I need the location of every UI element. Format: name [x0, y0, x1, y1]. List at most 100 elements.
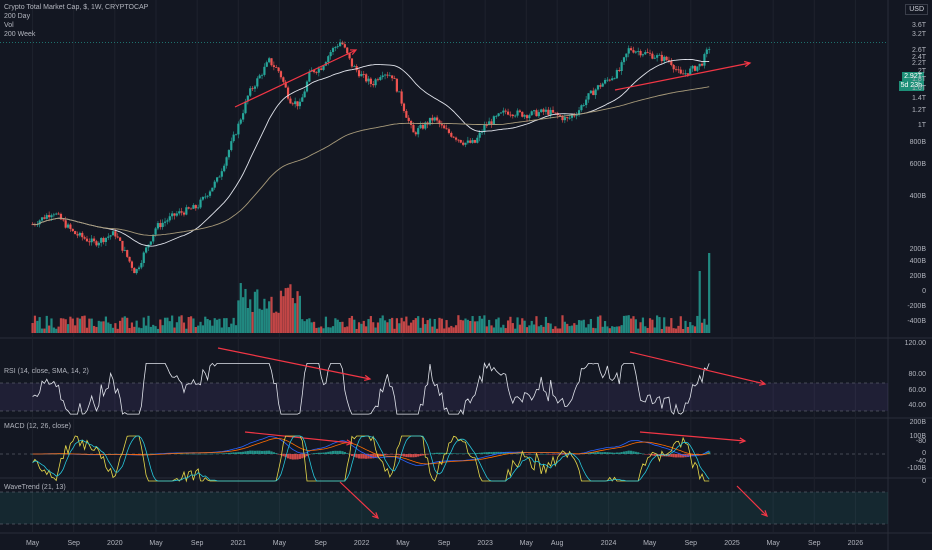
- volume-bar: [38, 317, 41, 333]
- volume-bar: [570, 325, 574, 333]
- macd-hist-bar: [660, 454, 663, 457]
- volume-bar: [331, 326, 335, 333]
- volume-bar: [686, 326, 689, 333]
- macd-hist-bar: [303, 454, 306, 458]
- volume-bar: [201, 325, 205, 333]
- candle-body: [599, 85, 602, 87]
- price-axis-label: 2.4T: [911, 53, 926, 61]
- volume-bar: [653, 327, 656, 333]
- time-axis-label: Sep: [808, 540, 821, 547]
- candle-body: [123, 250, 126, 251]
- macd-hist-bar: [189, 453, 193, 455]
- volume-bar: [90, 318, 93, 333]
- candle-body: [561, 116, 564, 121]
- last-price-tag: 2.92T: [902, 72, 924, 82]
- macd-hist-bar: [525, 454, 529, 455]
- volume-bar: [462, 320, 465, 333]
- volume-bar: [502, 324, 505, 333]
- macd-hist-bar: [471, 453, 474, 454]
- candle-body: [239, 119, 242, 124]
- volume-bar: [50, 318, 53, 333]
- candle-body: [159, 223, 162, 228]
- candle-body: [220, 171, 223, 177]
- volume-bar: [483, 315, 486, 333]
- volume-bar: [253, 291, 257, 333]
- macd-hist-bar: [178, 453, 181, 455]
- volume-bar: [237, 300, 240, 333]
- wavetrend-axis-label: -80: [915, 438, 926, 445]
- candle-body: [156, 223, 160, 229]
- volume-bar: [189, 316, 193, 333]
- macd-hist-bar: [296, 454, 299, 460]
- candle-body: [78, 232, 81, 236]
- candle-body: [189, 208, 193, 210]
- volume-bar: [161, 325, 164, 333]
- candle-body: [175, 213, 178, 216]
- macd-hist-bar: [182, 453, 186, 455]
- macd-hist-bar: [208, 453, 212, 455]
- macd-hist-bar: [336, 450, 339, 454]
- candle-body: [381, 75, 384, 78]
- rsi-axis-label: 60.00: [908, 386, 926, 394]
- volume-bar: [454, 325, 458, 333]
- macd-hist-bar: [611, 452, 614, 454]
- candle-body: [663, 56, 666, 62]
- volume-bar: [537, 326, 540, 333]
- macd-hist-bar: [516, 453, 519, 454]
- candle-body: [303, 91, 306, 98]
- macd-hist-bar: [629, 450, 633, 454]
- candle-body: [296, 101, 299, 107]
- time-axis-label: May: [396, 540, 410, 547]
- volume-bar: [52, 327, 55, 333]
- macd-hist-bar: [301, 454, 304, 459]
- volume-bar: [629, 318, 633, 333]
- macd-hist-bar: [308, 454, 311, 455]
- volume-bar: [317, 327, 320, 333]
- volume-bar: [464, 318, 467, 333]
- candle-body: [367, 78, 370, 82]
- candle-body: [686, 73, 689, 75]
- volume-bar: [426, 320, 429, 333]
- macd-hist-bar: [312, 453, 316, 454]
- candle-body: [471, 140, 474, 143]
- volume-bar: [163, 317, 167, 333]
- candle-body: [57, 213, 60, 215]
- macd-hist-bar: [223, 453, 226, 454]
- candle-body: [620, 62, 623, 72]
- volume-bar: [225, 318, 228, 333]
- price-axis-label: 2.6T: [911, 47, 926, 55]
- currency-badge[interactable]: USD: [905, 4, 928, 15]
- candle-body: [126, 250, 129, 257]
- candle-body: [499, 112, 503, 114]
- macd-hist-bar: [542, 453, 545, 455]
- candle-body: [443, 125, 446, 129]
- candle-body: [62, 219, 65, 221]
- macd-hist-bar: [603, 452, 607, 454]
- volume-bar: [353, 319, 356, 333]
- candle-body: [535, 110, 538, 117]
- wavetrend-pane-title: WaveTrend (21, 13): [4, 484, 66, 491]
- volume-bar: [478, 315, 481, 333]
- candle-body: [185, 207, 188, 215]
- macd-hist-bar: [495, 451, 498, 454]
- candle-body: [253, 86, 257, 89]
- volume-bar: [443, 328, 446, 333]
- candle-body: [71, 228, 74, 232]
- volume-bar: [603, 321, 607, 333]
- volume-bar: [495, 319, 498, 333]
- candle-body: [450, 132, 453, 137]
- volume-bar: [457, 315, 460, 333]
- macd-hist-bar: [234, 452, 238, 454]
- volume-bar: [152, 324, 155, 333]
- volume-bar: [81, 316, 84, 333]
- macd-hist-bar: [646, 454, 649, 455]
- candle-body: [365, 74, 368, 82]
- rsi-axis-label: 120.00: [904, 339, 926, 347]
- volume-bar: [386, 322, 389, 333]
- volume-bar: [45, 315, 48, 333]
- candle-body: [315, 72, 318, 73]
- volume-bar: [220, 327, 223, 333]
- macd-hist-bar: [641, 453, 645, 455]
- volume-bar: [147, 315, 150, 333]
